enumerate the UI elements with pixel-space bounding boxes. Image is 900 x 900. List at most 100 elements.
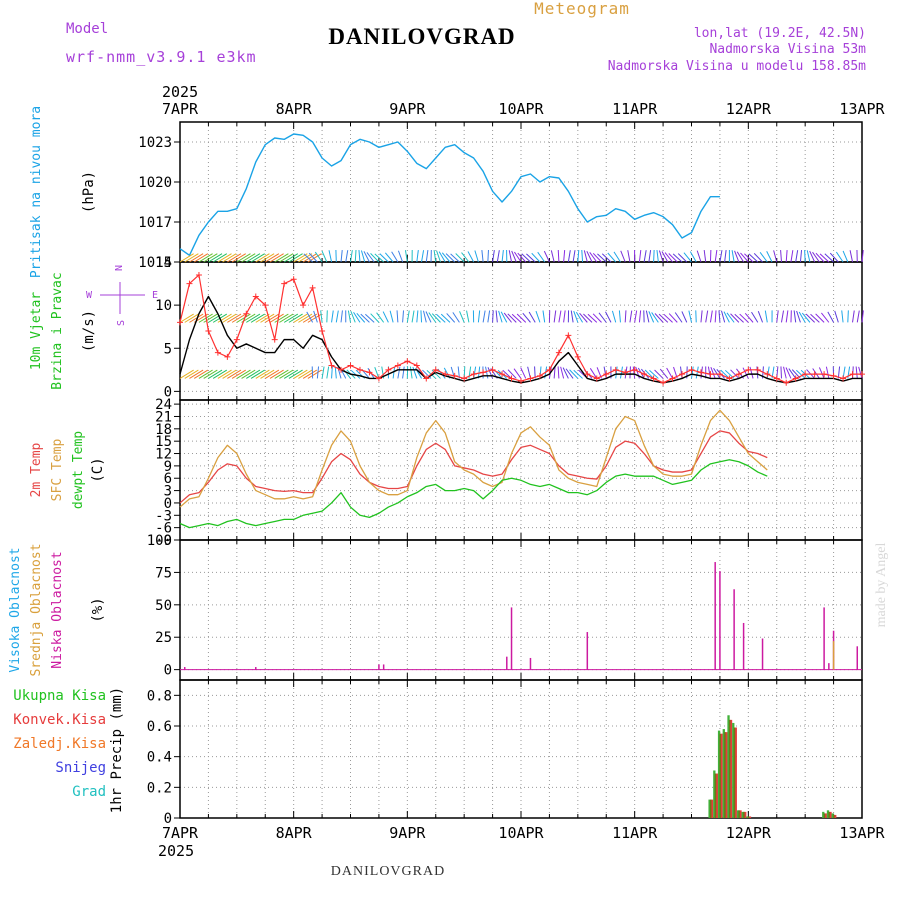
wind-speed-marker bbox=[840, 375, 847, 382]
precip-legend-item: Grad bbox=[72, 784, 106, 800]
bottom-date-label: 11APR bbox=[612, 824, 658, 842]
wind-arrow bbox=[730, 369, 740, 379]
wind-arrow bbox=[411, 310, 415, 323]
pressure-unit: (hPa) bbox=[81, 171, 97, 213]
wind-arrow bbox=[514, 251, 522, 263]
temperature-y-tick-label: 12 bbox=[155, 447, 172, 463]
wind-arrow bbox=[416, 250, 419, 263]
wind-arrow bbox=[542, 310, 546, 323]
chart-kind-title: Meteogram bbox=[534, 0, 630, 18]
precip-conv-bar bbox=[725, 732, 728, 818]
precip-total-bar bbox=[831, 813, 834, 818]
wind-arrow bbox=[785, 310, 789, 323]
wind-arrow bbox=[345, 250, 349, 263]
wind-arrow bbox=[748, 253, 759, 263]
wind-arrow bbox=[236, 369, 251, 379]
wind-speed-marker bbox=[347, 362, 354, 369]
precip-conv-bar bbox=[739, 810, 742, 818]
wind-speed-marker bbox=[631, 366, 638, 373]
temperature-y-tick-label: -9 bbox=[155, 533, 172, 549]
wind-arrow bbox=[661, 251, 669, 263]
wind-arrow bbox=[620, 250, 626, 263]
wind-arrow bbox=[269, 313, 284, 323]
wind-axis-label-2: Brzina i Pravac bbox=[50, 272, 65, 389]
precip-conv-bar bbox=[715, 773, 718, 818]
precip-conv-bar bbox=[824, 813, 827, 818]
wind-speed-marker bbox=[413, 362, 420, 369]
wind-arrow bbox=[307, 369, 322, 379]
precip-overlap-bar bbox=[728, 719, 731, 818]
wind-arrow bbox=[441, 252, 451, 263]
wind-arrow bbox=[718, 310, 721, 323]
wind-arrow bbox=[710, 367, 716, 379]
wind-arrow bbox=[203, 313, 218, 323]
wind-arrow bbox=[651, 312, 659, 323]
wind-arrow bbox=[212, 369, 228, 379]
wind-arrow bbox=[581, 249, 584, 263]
wind-arrow bbox=[482, 310, 486, 323]
wind-arrow bbox=[222, 369, 237, 379]
wind-arrow bbox=[455, 253, 465, 263]
wind-arrow bbox=[638, 310, 642, 323]
wind-arrow bbox=[412, 366, 418, 379]
wind-arrow bbox=[508, 250, 513, 263]
wind-arrow bbox=[222, 313, 237, 323]
wind-arrow bbox=[849, 250, 854, 263]
precip-conv-bar bbox=[734, 727, 737, 818]
model-elevation-label: Nadmorska Visina u modelu 158.85m bbox=[608, 59, 866, 74]
wind-arrow bbox=[250, 253, 265, 263]
wind-arrow bbox=[776, 310, 779, 323]
cloud-axis-label-1: Visoka Oblacnost bbox=[8, 547, 23, 672]
wind-speed-marker bbox=[830, 372, 837, 379]
wind-arrow bbox=[575, 311, 583, 323]
wind-arrow bbox=[695, 366, 699, 379]
wind-speed-marker bbox=[707, 371, 714, 378]
wind-arrow bbox=[360, 313, 370, 323]
cloud-y-tick-label: 25 bbox=[155, 630, 172, 646]
wind-arrow bbox=[793, 310, 797, 323]
wind-arrow bbox=[806, 250, 811, 263]
wind-arrow bbox=[370, 313, 380, 323]
wind-arrow bbox=[306, 311, 314, 323]
precip-overlap-bar bbox=[828, 811, 830, 818]
precip-total-bar bbox=[736, 810, 740, 818]
wind-arrow bbox=[567, 250, 571, 263]
wind-arrow bbox=[834, 310, 839, 323]
year-top: 2025 bbox=[162, 83, 198, 101]
precip-y-tick-label: 0 bbox=[164, 811, 172, 827]
wind-arrow bbox=[376, 312, 385, 323]
wind-arrow bbox=[298, 253, 313, 263]
wind-arrow bbox=[340, 310, 343, 323]
wind-speed-marker bbox=[224, 353, 231, 360]
wind-speed-marker bbox=[716, 371, 723, 378]
wind-arrow bbox=[780, 366, 782, 379]
wind-speed-marker bbox=[271, 336, 278, 343]
wind-arrow bbox=[648, 250, 652, 263]
wind-arrow bbox=[815, 313, 825, 323]
wind-arrow bbox=[250, 369, 265, 379]
wind-arrow bbox=[241, 253, 256, 263]
wind-arrow bbox=[852, 310, 855, 323]
wind-speed-marker bbox=[802, 371, 809, 378]
wind-arrow bbox=[587, 313, 598, 323]
precip-y-tick-label: 0.8 bbox=[147, 688, 172, 704]
wind-arrow bbox=[528, 311, 536, 323]
wind-arrow bbox=[841, 310, 844, 323]
wind-arrow bbox=[663, 313, 673, 323]
wind-speed-marker bbox=[328, 362, 335, 369]
wind-arrow bbox=[391, 251, 399, 263]
wind-arrow bbox=[366, 252, 375, 263]
precip-y-tick-label: 0.4 bbox=[147, 750, 172, 766]
wind-arrow bbox=[208, 313, 223, 323]
wind-arrow bbox=[714, 250, 718, 263]
wind-arrow bbox=[598, 312, 607, 323]
wind-arrow bbox=[227, 369, 242, 379]
wind-arrow bbox=[656, 250, 659, 263]
wind-arrow bbox=[477, 310, 481, 323]
wind-speed-marker bbox=[811, 371, 818, 378]
wind-arrow bbox=[260, 313, 275, 323]
wind-speed-marker bbox=[451, 372, 458, 379]
cloud-axis-label-3: Niska Oblacnost bbox=[50, 551, 65, 668]
precip-total-bar bbox=[722, 729, 725, 818]
wind-arrow bbox=[302, 253, 318, 263]
